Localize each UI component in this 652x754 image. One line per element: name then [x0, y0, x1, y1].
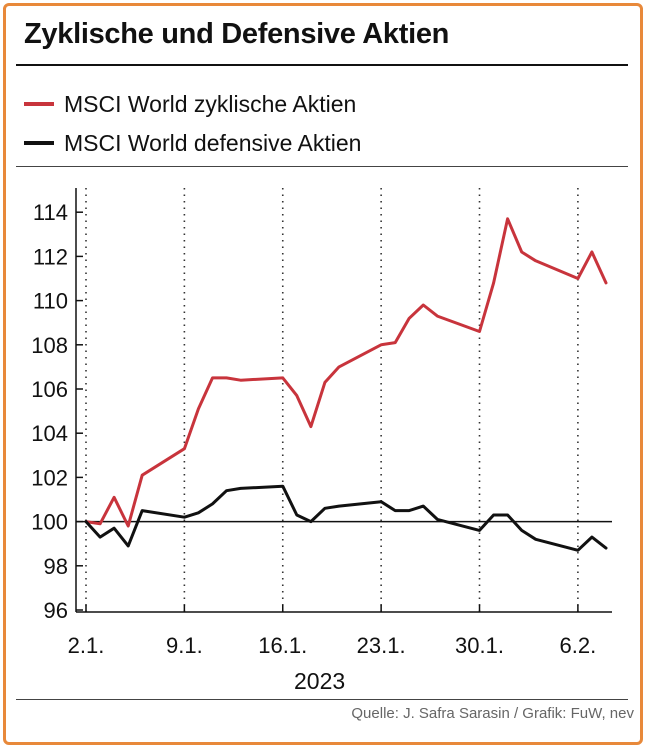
y-tick-label-102: 102	[31, 465, 68, 490]
legend-label-cyclical: MSCI World zyklische Aktien	[64, 90, 357, 117]
legend-divider	[16, 166, 628, 167]
legend-label-defensive: MSCI World defensive Aktien	[64, 129, 362, 156]
y-tick-label-112: 112	[33, 244, 68, 269]
y-tick-label-96: 96	[44, 598, 68, 623]
chart-frame	[3, 3, 643, 745]
legend-item-defensive: MSCI World defensive Aktien	[24, 128, 361, 158]
y-tick-label-106: 106	[31, 377, 68, 402]
x-tick-label-5: 6.2.	[560, 633, 597, 658]
y-tick-label-114: 114	[33, 200, 68, 225]
y-tick-label-110: 110	[33, 289, 68, 314]
x-tick-label-2: 16.1.	[258, 633, 307, 658]
legend-item-cyclical: MSCI World zyklische Aktien	[24, 89, 356, 119]
x-tick-label-1: 9.1.	[166, 633, 203, 658]
y-tick-label-104: 104	[31, 421, 68, 446]
y-tick-label-100: 100	[31, 510, 68, 535]
title-divider	[16, 64, 628, 66]
source-note: Quelle: J. Safra Sarasin / Grafik: FuW, …	[351, 705, 634, 722]
footer-divider	[16, 699, 628, 700]
chart-title: Zyklische und Defensive Aktien	[24, 18, 450, 50]
series-line-cyclical	[84, 217, 608, 528]
x-tick-label-4: 30.1.	[455, 633, 504, 658]
legend-swatch-cyclical	[24, 102, 54, 106]
x-tick-label-0: 2.1.	[68, 633, 105, 658]
x-tick-label-3: 23.1.	[357, 633, 406, 658]
legend-swatch-defensive	[24, 141, 54, 145]
series-line-defensive	[84, 484, 608, 552]
y-tick-label-108: 108	[31, 333, 68, 358]
x-axis-year-label: 2023	[294, 668, 346, 694]
y-tick-label-98: 98	[44, 554, 68, 579]
